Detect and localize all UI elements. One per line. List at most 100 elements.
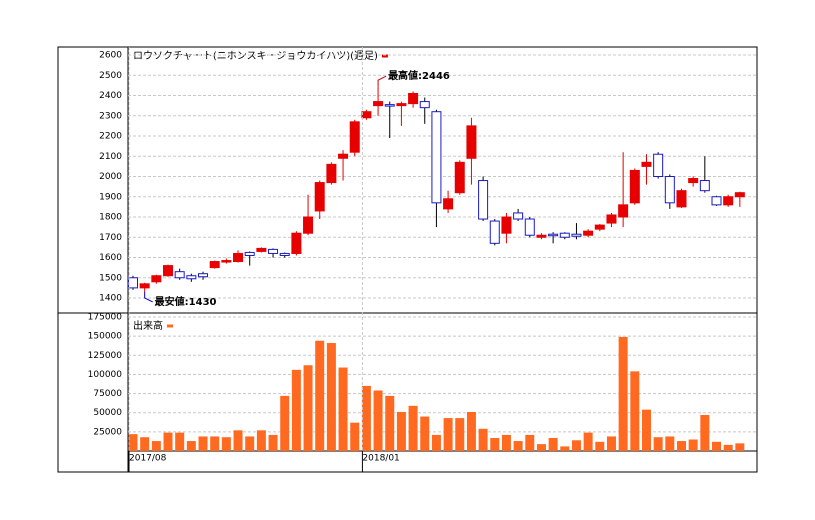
candle-body [688,178,699,184]
x-tick-label: 2017/08 [129,454,167,464]
y-tick-label: 1800 [99,213,122,223]
candle-body [128,277,138,289]
volume-bar [700,415,710,451]
candle-body [221,260,232,263]
y-tick-label: 2200 [99,132,122,142]
y-tick-label: 125000 [88,351,123,361]
candle-body [454,161,465,194]
y-tick-label: 2400 [99,91,122,101]
volume-bar [280,395,290,451]
volume-bar [338,367,348,451]
candle-body [501,216,512,234]
candle-body [734,192,745,198]
y-tick-label: 1400 [99,294,122,304]
low-label: 最安値:1430 [155,295,217,308]
volume-bar [396,411,406,451]
y-tick-label: 2600 [99,51,122,61]
candle-body [606,214,617,224]
volume-bar [536,444,546,451]
candle-body [291,232,302,254]
volume-bar [571,440,581,451]
candle-body [653,153,664,178]
volume-bar [420,416,430,451]
volume-bar [641,409,651,451]
y-tick-label: 175000 [88,313,123,323]
low-arrow [144,291,153,303]
volume-bar [291,369,301,451]
y-tick-label: 25000 [93,427,122,437]
candle-body [711,196,722,206]
volume-bar [175,432,185,451]
candle-body [478,180,489,220]
y-tick-label: 1900 [99,192,122,202]
price-title: ロウソクチャート(ニホンスキージョウカイハツ)(週足) [133,50,378,62]
candle-body [536,234,547,238]
y-tick-label: 75000 [93,389,122,399]
y-tick-label: 1600 [99,253,122,263]
volume-bar [443,418,453,451]
y-tick-label: 2300 [99,111,122,121]
volume-bar [455,418,465,451]
volume-bar [385,395,395,451]
high-label: 最高値:2446 [388,69,450,82]
candle-body [594,224,605,230]
candle-body [466,125,477,159]
volume-bar [490,437,500,451]
candle-body [548,233,559,237]
candle-body [233,252,244,263]
candle-body [629,169,640,204]
volume-bar [198,436,208,451]
candle-body [699,180,710,192]
volume-bar [466,411,476,451]
candle-body [513,212,524,220]
candle-body [268,248,279,254]
volume-bar [548,437,558,451]
candle-body [279,252,290,256]
candle-body [139,283,150,289]
volume-title: 出来高 [133,319,163,332]
candle-body [163,265,174,277]
candle-body [396,103,407,107]
volume-bar [373,390,383,451]
candle-body [431,111,442,204]
candle-body [524,218,535,236]
volume-bar [186,441,196,451]
volume-bar [210,436,220,451]
volume-bar [606,436,616,451]
volume-bar [560,446,570,451]
volume-bar [361,385,371,451]
volume-bar [665,436,675,451]
volume-bar [676,441,686,451]
volume-bar [350,422,360,451]
volume-bar [233,430,243,451]
volume-bar [408,405,418,451]
candle-body [198,273,209,278]
candle-body [489,220,500,244]
volume-bar [163,432,173,451]
volume-bar [712,441,721,451]
y-tick-label: 100000 [88,370,123,380]
candle-body [408,92,419,105]
volume-bar [583,432,593,451]
volume-bar [431,434,441,451]
y-tick-label: 50000 [93,408,122,418]
candle-body [349,121,360,153]
volume-bar [303,365,313,451]
candle-body [373,101,384,107]
candle-body [676,190,687,208]
candle-body [186,275,197,280]
candle-body [314,182,325,212]
volume-bar [151,441,161,451]
candle-body [303,216,314,234]
volume-bar [221,437,231,451]
volume-bar [140,437,150,451]
volume-bar [501,434,511,451]
volume-bar [326,343,336,451]
candle-body [209,261,220,269]
volume-bar [735,443,745,451]
y-tick-label: 2500 [99,71,122,81]
candle-body [361,111,372,119]
volume-bar [723,444,733,451]
y-tick-label: 150000 [88,332,123,342]
candle-body [559,232,570,238]
